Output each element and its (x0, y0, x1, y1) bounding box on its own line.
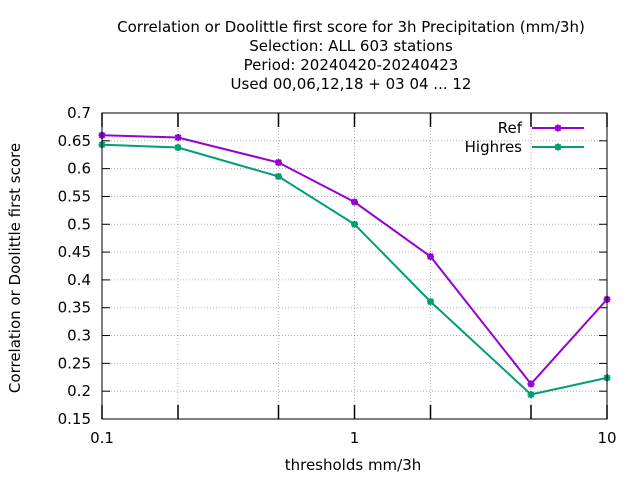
marker-core (428, 254, 433, 259)
data-point-ref (527, 380, 535, 388)
data-point-highres (351, 220, 358, 228)
y-tick-label: 0.7 (67, 104, 91, 122)
y-tick-labels: 0.15 0.2 0.25 0.3 0.35 0.4 0.45 0.5 0.55 0.6 0.65 0… (58, 104, 91, 428)
y-tick-label: 0.5 (67, 215, 91, 233)
title-line: Used 00,06,12,18 + 03 04 ... 12 (231, 75, 472, 93)
marker-core (352, 199, 357, 205)
marker-core (528, 392, 534, 397)
marker-core (175, 145, 181, 150)
legend-label: Highres (465, 138, 523, 156)
data-point-ref (174, 133, 182, 141)
y-tick-label: 0.2 (67, 382, 91, 400)
y-tick-label: 0.3 (67, 327, 91, 345)
marker-core (276, 174, 281, 179)
marker-core (555, 125, 561, 131)
marker-core (175, 135, 181, 140)
data-point-ref (274, 159, 282, 167)
grid (102, 113, 607, 419)
marker-core (428, 299, 433, 304)
data-point-highres (427, 298, 435, 306)
legend-label: Ref (498, 119, 523, 137)
y-tick-label: 0.15 (58, 410, 91, 428)
x-tick-label: 0.1 (90, 429, 114, 447)
title-line: Period: 20240420-20240423 (244, 56, 459, 74)
x-tick-label: 10 (597, 429, 616, 447)
data-point-ref (351, 198, 358, 206)
title-line: Correlation or Doolittle first score for… (117, 18, 585, 36)
y-tick-label: 0.6 (67, 160, 91, 178)
legend-marker (554, 143, 562, 151)
x-tick-label: 1 (350, 429, 360, 447)
data-point-highres (527, 391, 535, 399)
y-tick-label: 0.45 (58, 243, 91, 261)
marker-core (276, 160, 281, 165)
data-point-highres (274, 172, 282, 180)
y-tick-label: 0.4 (67, 271, 91, 289)
x-tick-labels: 0.1 1 10 (90, 429, 616, 447)
data-point-ref (427, 253, 435, 261)
series (98, 131, 611, 399)
y-tick-label: 0.25 (58, 354, 91, 372)
data-point-highres (174, 143, 182, 151)
chart-title: Correlation or Doolittle first score for… (117, 18, 585, 93)
y-tick-label: 0.35 (58, 299, 91, 317)
title-line: Selection: ALL 603 stations (249, 37, 453, 55)
marker-core (528, 381, 534, 387)
marker-core (352, 222, 357, 227)
plot-frame (101, 112, 608, 420)
x-axis-label: thresholds mm/3h (285, 456, 422, 474)
marker-core (555, 144, 561, 150)
y-axis-label: Correlation or Doolittle first score (6, 143, 24, 393)
y-tick-label: 0.65 (58, 132, 91, 150)
series-line-ref (101, 134, 608, 386)
legend-marker (554, 124, 562, 132)
y-tick-label: 0.55 (58, 187, 91, 205)
